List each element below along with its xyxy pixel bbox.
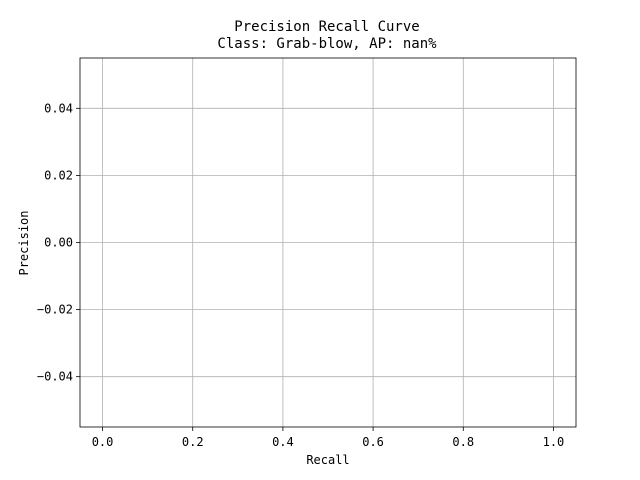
x-axis-label: Recall [306, 453, 349, 467]
x-tick-label: 0.6 [362, 435, 384, 449]
chart-subtitle: Class: Grab-blow, AP: nan% [217, 36, 437, 52]
y-tick-label: 0.00 [44, 236, 73, 250]
y-tick-label: 0.04 [44, 101, 73, 115]
x-tick-label: 0.0 [92, 435, 114, 449]
y-tick-label: −0.04 [37, 370, 73, 384]
y-tick-label: −0.02 [37, 303, 73, 317]
x-tick-label: 1.0 [543, 435, 565, 449]
x-tick-label: 0.2 [182, 435, 204, 449]
chart-title: Precision Recall Curve [234, 19, 419, 35]
x-tick-label: 0.4 [272, 435, 294, 449]
tick-layer: 0.0 0.2 0.4 0.6 0.8 1.0 −0.04 −0.02 0.00 0.02 0.04 [37, 101, 564, 449]
x-tick-label: 0.8 [452, 435, 474, 449]
y-axis-label: Precision [17, 210, 31, 275]
y-tick-label: 0.02 [44, 168, 73, 182]
grid-layer [80, 58, 576, 427]
